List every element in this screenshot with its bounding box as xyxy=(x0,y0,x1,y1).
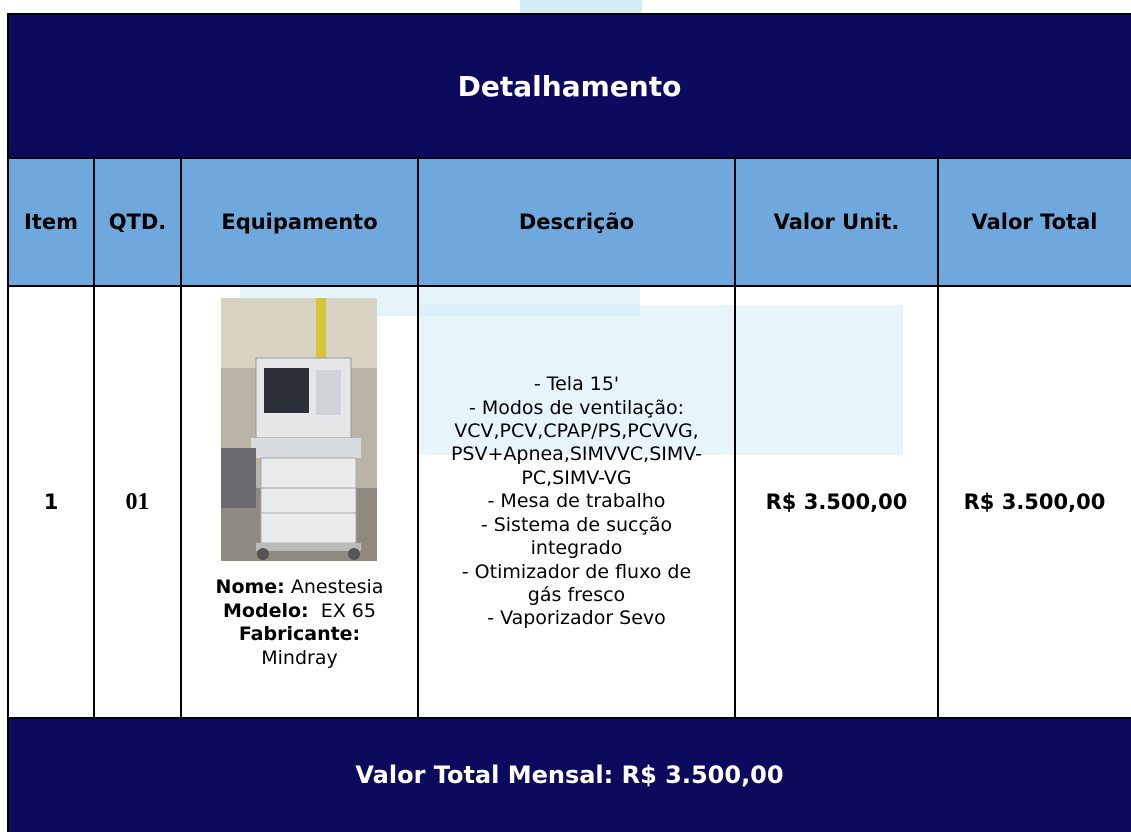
value: Mindray xyxy=(261,646,338,669)
description-line: VCV,PCV,CPAP/PS,PCVVG, xyxy=(454,420,699,443)
header-cell: Descrição xyxy=(418,158,735,286)
unit-value: R$ 3.500,00 xyxy=(765,490,908,514)
description-line: gás fresco xyxy=(527,583,626,606)
description-line: PC,SIMV-VG xyxy=(521,466,632,489)
total-cell: R$ 3.500,00 xyxy=(938,286,1131,718)
column-header: QTD. xyxy=(108,210,167,234)
column-header: Valor Unit. xyxy=(773,210,900,234)
equipment-line: Modelo: EX 65 xyxy=(181,600,418,624)
unit-cell: R$ 3.500,00 xyxy=(735,286,938,718)
title: Detalhamento xyxy=(457,69,682,103)
equipment-line: Nome: Anestesia xyxy=(181,576,418,600)
value: Anestesia xyxy=(290,576,384,598)
border xyxy=(417,157,419,719)
item: 1 xyxy=(43,490,59,514)
item-cell: 1 xyxy=(8,286,94,718)
description: - Tela 15' - Modos de ventilação: VCV,PCV,… xyxy=(451,373,702,630)
footer-text: Valor Total Mensal: R$ 3.500,00 xyxy=(355,761,784,789)
border xyxy=(8,717,1131,719)
column-header: Equipamento xyxy=(221,210,378,234)
description-line: - Otimizador de fluxo de xyxy=(461,560,692,583)
equipment-photo xyxy=(221,298,377,561)
qty-cell: 01 xyxy=(94,286,181,718)
description-line: PSV+Apnea,SIMVVC,SIMV- xyxy=(450,443,703,466)
header-cell: Equipamento xyxy=(181,158,418,286)
column-header: Descrição xyxy=(518,210,635,234)
header-cell: Item xyxy=(8,158,94,286)
border xyxy=(937,157,939,719)
description-line: integrado xyxy=(530,537,623,560)
border xyxy=(734,157,736,719)
qty: 01 xyxy=(125,488,150,515)
border xyxy=(8,285,1131,287)
description-cell: - Tela 15' - Modos de ventilação: VCV,PCV,… xyxy=(418,286,735,718)
header-cell: Valor Total xyxy=(938,158,1131,286)
footer-row: Valor Total Mensal: R$ 3.500,00 xyxy=(8,718,1131,832)
border xyxy=(8,13,1131,15)
watermark xyxy=(418,305,903,455)
description-line: - Sistema de sucção xyxy=(480,513,673,536)
watermark xyxy=(520,0,642,16)
description-line: - Mesa de trabalho xyxy=(487,490,666,513)
header-cell: QTD. xyxy=(94,158,181,286)
description-line: - Modos de ventilação: xyxy=(468,396,685,419)
equipment-line: Mindray xyxy=(181,647,418,671)
border xyxy=(8,157,1131,159)
description-line: - Tela 15' xyxy=(533,373,620,396)
title-row: Detalhamento xyxy=(8,14,1131,158)
header-cell: Valor Unit. xyxy=(735,158,938,286)
label: Nome: xyxy=(215,576,285,598)
border xyxy=(7,13,9,832)
description-line: - Vaporizador Sevo xyxy=(487,607,666,630)
value: EX 65 xyxy=(320,599,376,622)
equipment-info: Nome: Anestesia Modelo: EX 65 Fabricante… xyxy=(181,576,418,670)
label: Modelo: xyxy=(223,599,309,622)
equipment-line: Fabricante: xyxy=(181,623,418,647)
label: Fabricante: xyxy=(238,623,361,645)
border xyxy=(93,157,95,719)
column-header: Item xyxy=(24,210,78,234)
column-header: Valor Total xyxy=(971,210,1098,234)
border xyxy=(180,157,182,719)
total-value: R$ 3.500,00 xyxy=(963,490,1106,514)
